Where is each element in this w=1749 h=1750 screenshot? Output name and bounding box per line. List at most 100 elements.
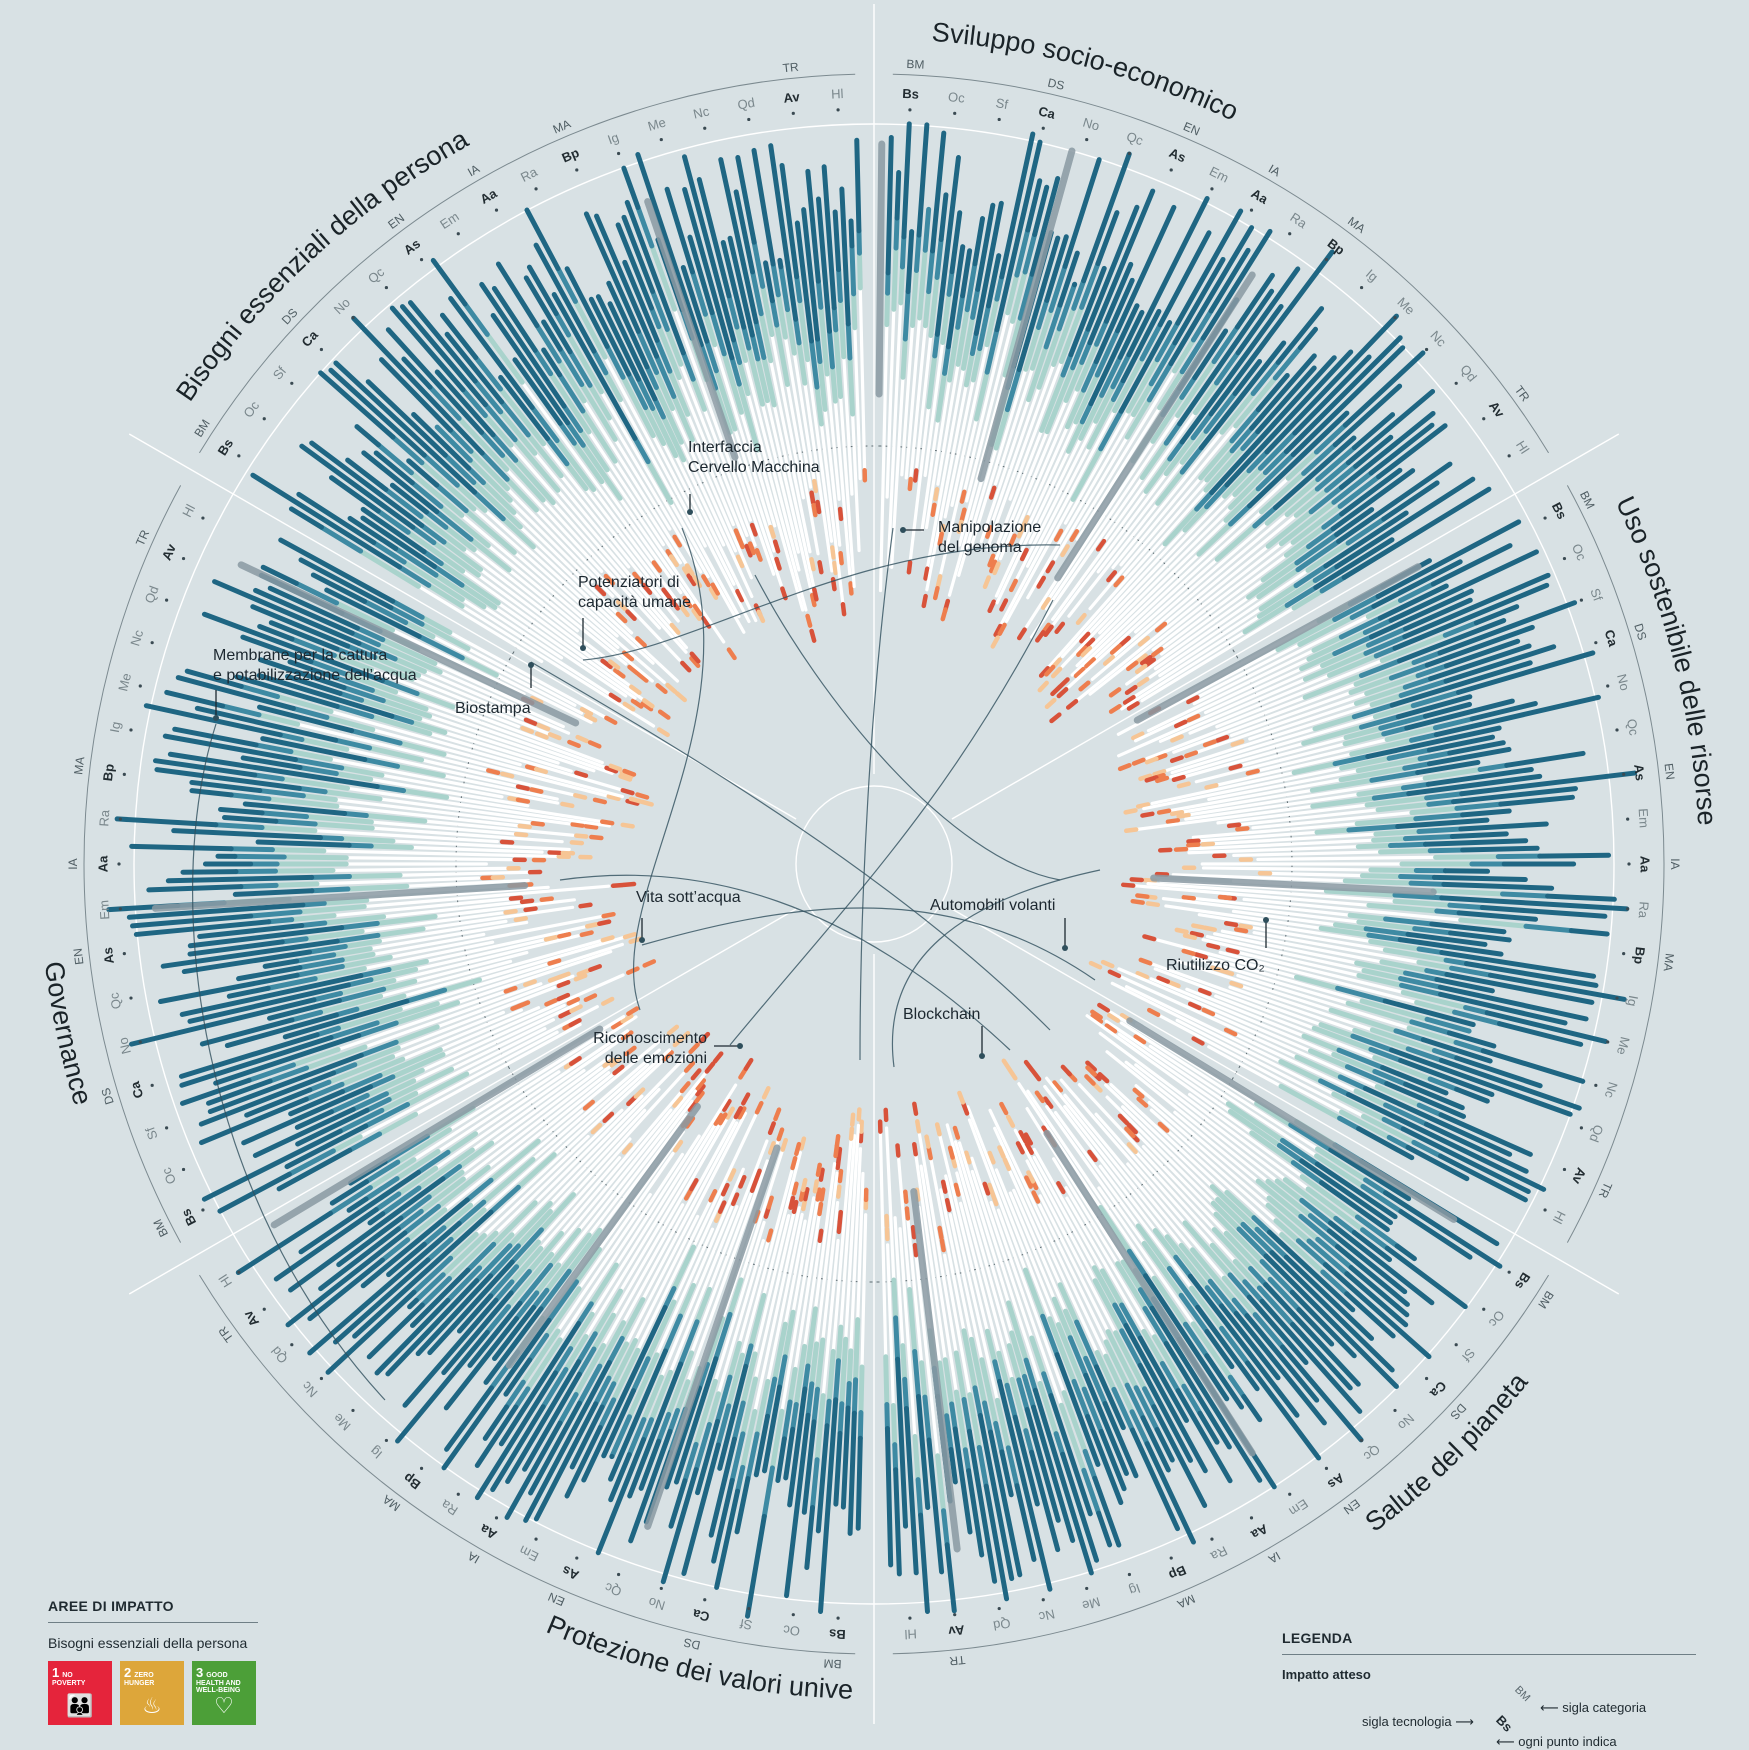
tech-code-label: Sf bbox=[142, 1125, 160, 1142]
impact-mark bbox=[488, 770, 498, 772]
annotation-label: Biostampa bbox=[455, 700, 531, 717]
bar-mid-segment bbox=[796, 319, 799, 343]
tech-dot bbox=[747, 118, 750, 121]
category-code-label: EN bbox=[1181, 119, 1202, 138]
tech-dot bbox=[129, 728, 132, 731]
impact-mark bbox=[779, 1130, 782, 1139]
impact-mark bbox=[1123, 885, 1133, 886]
tech-code-label: Nc bbox=[1427, 328, 1449, 350]
tech-code-label: As bbox=[401, 236, 423, 258]
tech-dot bbox=[1128, 1573, 1131, 1576]
tech-dot bbox=[457, 232, 460, 235]
tech-code-label: Sf bbox=[995, 95, 1010, 112]
bar-mid-segment bbox=[216, 825, 262, 828]
bar-dark-segment bbox=[235, 891, 312, 895]
tech-code-label: Bs bbox=[902, 86, 919, 102]
tech-code-label: Ig bbox=[1363, 266, 1381, 284]
impact-mark bbox=[910, 479, 911, 489]
tech-code-label: Aa bbox=[1249, 186, 1272, 208]
impact-mark bbox=[803, 1180, 805, 1190]
impact-mark bbox=[1149, 1010, 1158, 1015]
impact-mark bbox=[1004, 1061, 1010, 1069]
impact-mark bbox=[550, 961, 560, 964]
tech-dot bbox=[1170, 1556, 1173, 1559]
tech-dot bbox=[129, 996, 132, 999]
impact-mark bbox=[942, 1240, 944, 1250]
tech-dot bbox=[1543, 1208, 1546, 1211]
impact-mark bbox=[1078, 615, 1084, 623]
bar-mid-segment bbox=[349, 845, 371, 846]
annotation-line: Riconoscimento bbox=[593, 1030, 707, 1047]
bar-light-segment bbox=[342, 839, 393, 841]
impact-mark bbox=[1033, 1071, 1039, 1079]
bar-light-segment bbox=[1433, 891, 1502, 894]
impact-mark bbox=[1052, 715, 1060, 721]
tech-code-label: Qd bbox=[1457, 362, 1480, 385]
tech-code-label: Oc bbox=[782, 1622, 801, 1639]
impact-mark bbox=[595, 800, 605, 802]
tech-dot bbox=[1563, 557, 1566, 560]
bar-mid-segment bbox=[925, 209, 928, 250]
tech-code-label: Oc bbox=[947, 89, 966, 106]
bar-dark-segment bbox=[843, 1408, 848, 1507]
bar-mid-segment bbox=[814, 1389, 818, 1422]
impact-mark bbox=[820, 562, 822, 572]
category-code-label: DS bbox=[98, 1086, 116, 1106]
tech-dot bbox=[908, 1617, 911, 1620]
tech-dot bbox=[139, 1040, 142, 1043]
impact-mark bbox=[613, 885, 623, 886]
impact-mark bbox=[812, 559, 814, 569]
impact-mark bbox=[523, 728, 532, 732]
tech-dot bbox=[165, 599, 168, 602]
tech-dot bbox=[703, 127, 706, 130]
bar-light-segment bbox=[859, 253, 860, 288]
tech-code-label: Ra bbox=[518, 164, 540, 185]
bar-dark-segment bbox=[149, 887, 241, 890]
bar-mid-segment bbox=[312, 889, 348, 891]
bar-dark-segment bbox=[836, 1433, 840, 1504]
tech-code-label: No bbox=[1395, 1411, 1417, 1433]
tech-dot bbox=[1360, 1439, 1363, 1442]
tech-code-label: Sf bbox=[1459, 1345, 1479, 1364]
tech-dot bbox=[534, 1538, 537, 1541]
category-code-label: DS bbox=[1631, 622, 1649, 642]
bar-light-segment bbox=[1032, 1338, 1044, 1374]
impact-mark bbox=[955, 1128, 958, 1138]
impact-mark bbox=[537, 734, 546, 738]
bar-light-segment bbox=[842, 1339, 846, 1404]
bar-light-segment bbox=[894, 1280, 896, 1318]
impact-mark bbox=[913, 1227, 914, 1237]
bar-light-segment bbox=[284, 857, 346, 858]
bar-mid-segment bbox=[1419, 949, 1442, 953]
heartbeat-icon: ♡ bbox=[192, 1693, 256, 1719]
impact-mark bbox=[1241, 926, 1251, 928]
bar-dark-segment bbox=[167, 692, 223, 706]
bar-mid-segment bbox=[744, 327, 749, 348]
bar-mid-segment bbox=[299, 788, 325, 791]
bar-light-segment bbox=[276, 884, 317, 885]
impact-mark bbox=[645, 961, 654, 965]
bar-dark-segment bbox=[225, 818, 276, 822]
tech-dot bbox=[908, 108, 911, 111]
impact-mark bbox=[579, 971, 588, 974]
bar-light-segment bbox=[812, 1344, 817, 1384]
impact-mark bbox=[1008, 1117, 1013, 1126]
tech-dot bbox=[201, 1208, 204, 1211]
impact-mark bbox=[519, 1003, 528, 1007]
tech-dot bbox=[263, 417, 266, 420]
tech-code-label: Qc bbox=[106, 991, 124, 1011]
sector-title-text: Governance bbox=[39, 960, 98, 1109]
impact-mark bbox=[1141, 960, 1150, 963]
bar-mid-segment bbox=[996, 1423, 1002, 1451]
tech-dot bbox=[237, 1271, 240, 1274]
tech-dot bbox=[1325, 258, 1328, 261]
sector-title: Governance bbox=[39, 960, 98, 1109]
tech-dot bbox=[534, 187, 537, 190]
tech-dot bbox=[1594, 1084, 1597, 1087]
tech-code-label: Bs bbox=[829, 1626, 846, 1642]
impact-mark bbox=[1037, 632, 1043, 640]
tech-dot bbox=[165, 1126, 168, 1129]
bar-light-segment bbox=[1358, 846, 1390, 847]
category-code-label: DS bbox=[682, 1635, 701, 1652]
